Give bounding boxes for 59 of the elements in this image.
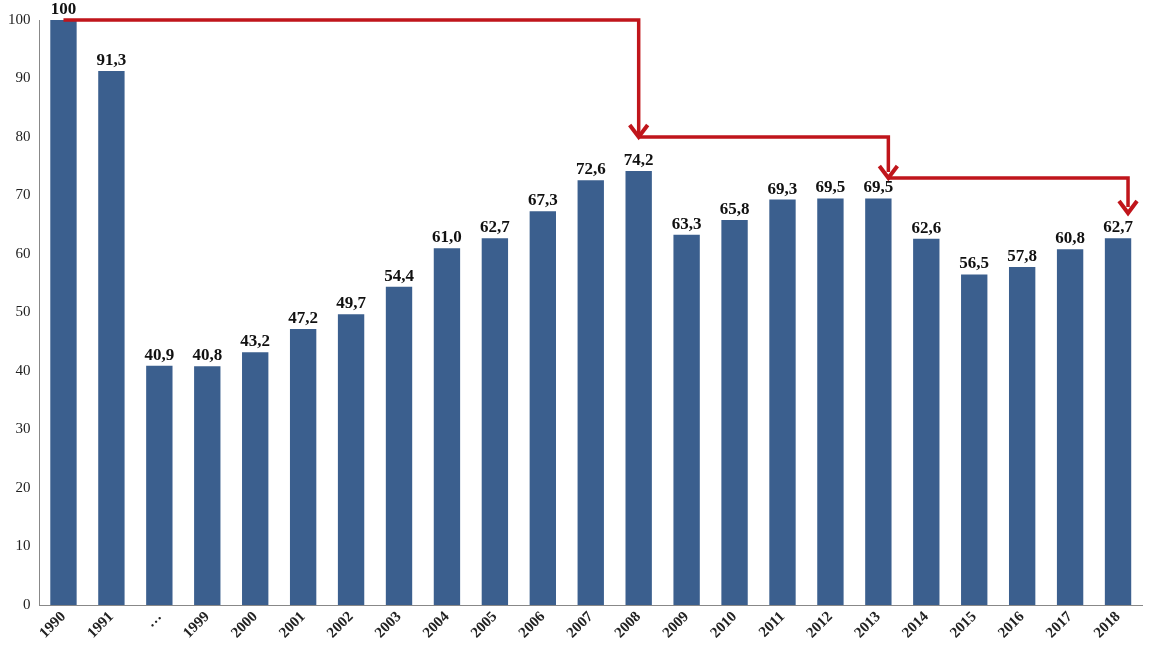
data-label: 69,3 (767, 178, 798, 198)
bar (1056, 249, 1084, 606)
y-tick-label: 30 (15, 420, 31, 437)
x-tick-label: 2011 (755, 607, 788, 640)
bar (337, 314, 365, 606)
bar (98, 70, 125, 606)
y-tick-label: 80 (15, 127, 31, 144)
data-label: 62,7 (480, 217, 511, 237)
bar (50, 20, 77, 606)
data-label: 56,5 (959, 253, 990, 273)
bar (481, 238, 509, 606)
y-tick-label: 40 (15, 361, 31, 378)
data-label: 60,8 (1055, 228, 1085, 248)
bar (1008, 266, 1036, 606)
data-label: 74,2 (623, 149, 654, 169)
data-label: 91,3 (96, 49, 127, 69)
bar (577, 180, 604, 606)
data-label: 62,7 (1103, 217, 1134, 237)
y-tick-label: 90 (15, 69, 31, 86)
bar (242, 352, 269, 606)
bar (961, 274, 988, 606)
bar (817, 198, 844, 606)
data-label: 49,7 (336, 293, 367, 313)
y-tick-label: 60 (15, 244, 31, 261)
y-tick-label: 0 (23, 596, 31, 612)
bar (865, 198, 892, 606)
bar (385, 286, 413, 606)
data-label: 47,2 (288, 307, 319, 327)
data-label: 69,5 (863, 177, 894, 197)
data-label: 40,9 (144, 344, 175, 364)
data-label: 43,2 (240, 331, 271, 351)
x-tick-label: … (142, 607, 165, 630)
bar (529, 211, 556, 606)
data-label: 54,4 (384, 265, 415, 285)
data-label: 61,0 (432, 227, 462, 247)
bar (146, 365, 173, 606)
y-tick-label: 70 (15, 186, 31, 203)
data-label: 40,8 (192, 345, 223, 365)
bar (625, 170, 652, 606)
bar (673, 234, 700, 606)
bar (913, 238, 940, 606)
data-label: 67,3 (527, 190, 558, 210)
y-tick-label: 20 (15, 478, 31, 495)
bar (721, 220, 748, 606)
bar (769, 199, 796, 606)
data-label: 72,6 (575, 159, 606, 179)
data-label: 69,5 (815, 177, 846, 197)
bar (433, 248, 461, 606)
bar (194, 366, 221, 606)
y-tick-label: 10 (15, 537, 31, 554)
y-tick-label: 100 (8, 10, 31, 27)
bar (289, 328, 317, 606)
data-label: 100 (50, 0, 77, 18)
data-label: 65,8 (719, 198, 750, 218)
bar (1104, 238, 1132, 606)
data-label: 57,8 (1007, 245, 1038, 265)
data-label: 62,6 (911, 217, 942, 237)
y-tick-label: 50 (15, 303, 31, 320)
data-label: 63,3 (671, 213, 702, 233)
